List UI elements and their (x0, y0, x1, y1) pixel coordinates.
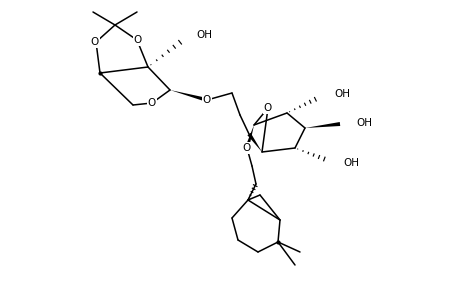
Text: OH: OH (342, 158, 358, 168)
Polygon shape (170, 90, 207, 102)
Text: O: O (202, 95, 211, 105)
Polygon shape (304, 122, 340, 128)
Text: OH: OH (333, 89, 349, 99)
Text: OH: OH (196, 30, 212, 40)
Text: O: O (242, 143, 251, 153)
Polygon shape (247, 133, 262, 152)
Text: O: O (263, 103, 272, 113)
Text: O: O (91, 37, 99, 47)
Text: OH: OH (355, 118, 371, 128)
Polygon shape (245, 125, 253, 148)
Text: O: O (147, 98, 156, 108)
Text: O: O (134, 35, 142, 45)
